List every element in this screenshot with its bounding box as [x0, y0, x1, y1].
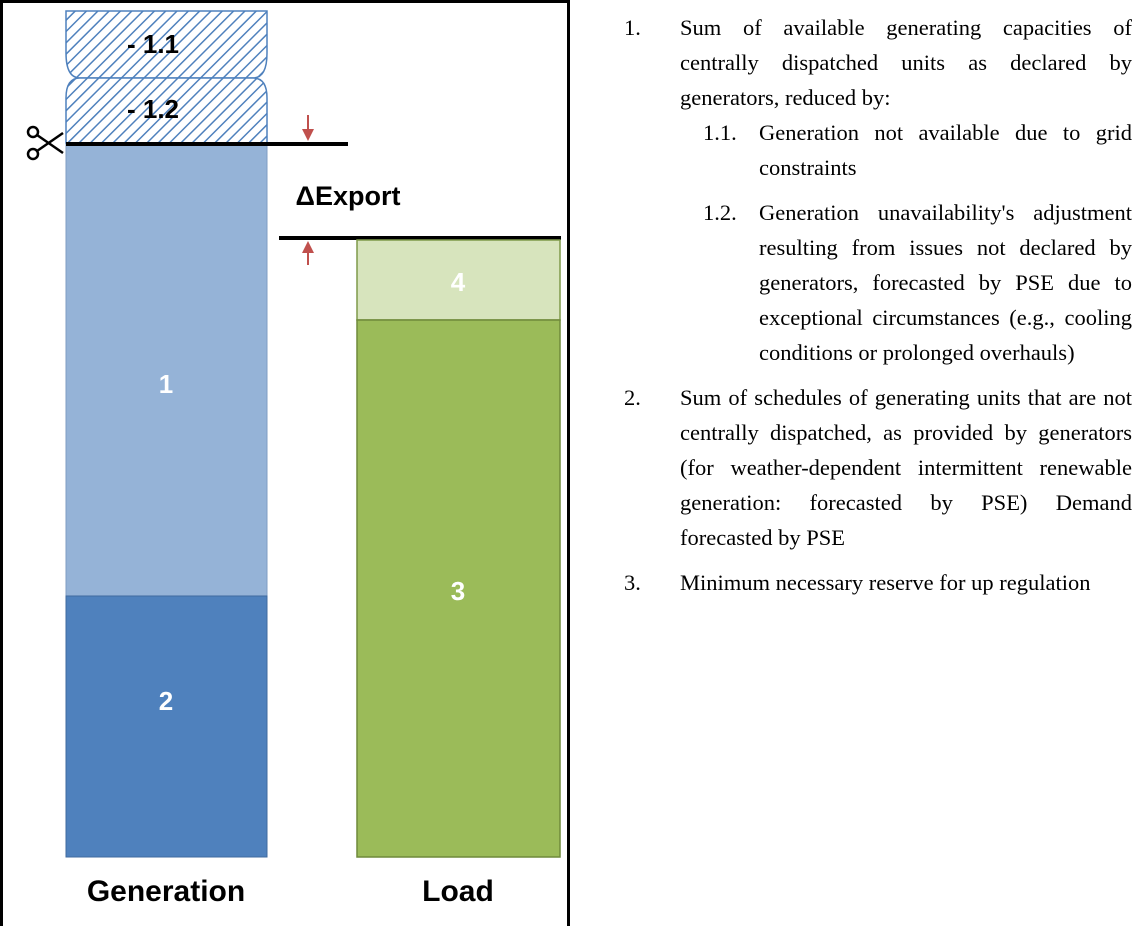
- label-block-4: 4: [451, 267, 466, 297]
- block-1: [65, 142, 268, 597]
- legend-subitem-1-2: 1.2. Generation unavailability's adjustm…: [600, 195, 1132, 370]
- legend-item-text: Sum of schedules of generating units tha…: [680, 385, 1132, 550]
- legend-subitem-1-1: 1.1. Generation not available due to gri…: [600, 115, 1132, 185]
- up-arrow-icon: [302, 241, 314, 265]
- legend-item-text: Minimum necessary reserve for up regulat…: [680, 570, 1091, 595]
- load-label: Load: [422, 875, 494, 908]
- label-block-2: 2: [159, 686, 173, 716]
- legend-panel: 1. Sum of available generating capacitie…: [600, 10, 1132, 600]
- legend-subitem-text: Generation unavailability's adjustment r…: [759, 200, 1132, 365]
- label-block-1: 1: [159, 369, 173, 399]
- segment-minus-1-2: [65, 77, 268, 144]
- legend-subitem-number: 1.2.: [703, 200, 737, 225]
- legend-subitem-number: 1.1.: [703, 120, 737, 145]
- legend-subitem-text: Generation not available due to grid con…: [759, 120, 1132, 180]
- legend-item-2: 2. Sum of schedules of generating units …: [600, 380, 1132, 555]
- legend-item-number: 1.: [624, 15, 641, 40]
- down-arrow-icon: [302, 115, 314, 141]
- delta-export-label: ΔExport: [296, 181, 401, 211]
- legend-item-3: 3. Minimum necessary reserve for up regu…: [600, 565, 1132, 600]
- label-block-3: 3: [451, 576, 465, 606]
- legend-item-number: 2.: [624, 385, 641, 410]
- label-minus-1-1: - 1.1: [127, 29, 179, 59]
- generation-label: Generation: [87, 875, 245, 908]
- legend-item-text: Sum of available generating capacities o…: [680, 15, 1132, 110]
- label-minus-1-2: - 1.2: [127, 94, 179, 124]
- block-2: [65, 595, 268, 858]
- scissors-icon: [26, 125, 64, 161]
- legend-item-number: 3.: [624, 570, 641, 595]
- block-4: [356, 239, 561, 321]
- legend-item-1: 1. Sum of available generating capacitie…: [600, 10, 1132, 115]
- block-3: [356, 319, 561, 858]
- balance-diagram: - 1.1 - 1.2 ΔExport: [26, 10, 561, 908]
- diagram-panel: - 1.1 - 1.2 ΔExport: [0, 0, 570, 926]
